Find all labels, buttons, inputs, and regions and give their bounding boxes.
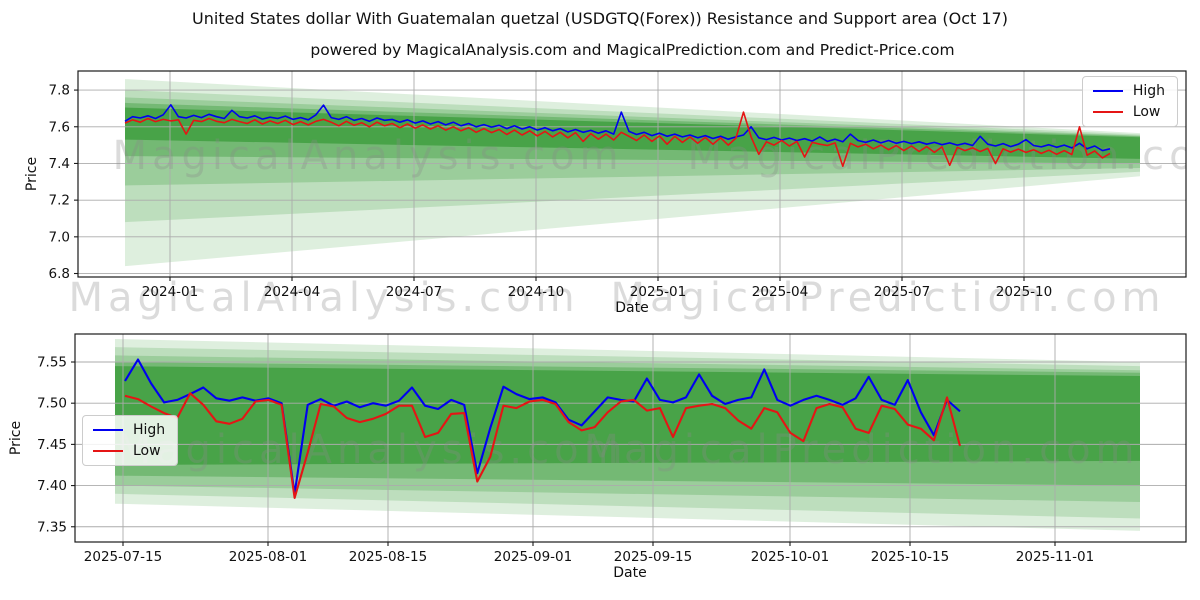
high-line: [124, 104, 1111, 152]
x-axis-label: Date: [613, 565, 646, 581]
watermark-text: MagicalAnalysis.com: [116, 427, 627, 473]
x-axis-label: Date: [615, 300, 648, 316]
watermark-text: MagicalPrediction.com: [611, 275, 1166, 321]
legend-low-label: Low: [133, 443, 161, 459]
y-tick-label: 7.45: [37, 437, 67, 453]
y-tick-label: 7.2: [49, 193, 70, 209]
forecast-band: [115, 355, 1140, 503]
forecast-band: [115, 338, 1140, 531]
x-tick-label: 2025-08-01: [229, 549, 307, 565]
x-tick-label: 2025-10: [996, 284, 1052, 300]
figure-subtitle: powered by MagicalAnalysis.com and Magic…: [310, 41, 955, 59]
x-tick-label: 2024-04: [264, 284, 320, 300]
legend-high-label: High: [133, 422, 166, 438]
legend-item-low: Low: [93, 444, 165, 458]
low-line-swatch-icon: [1092, 111, 1123, 113]
high-line: [124, 358, 961, 495]
legend-bottom-chart[interactable]: High Low: [82, 415, 179, 466]
forecast-band: [115, 366, 1140, 465]
low-line: [124, 392, 962, 499]
x-tick-label: 2024-07: [386, 284, 442, 300]
x-tick-label: 2025-04: [752, 284, 808, 300]
legend-item-high: High: [93, 423, 165, 437]
watermark-text: MagicalPrediction.com: [585, 427, 1140, 473]
y-axis-label: Price: [24, 157, 40, 191]
y-tick-label: 7.35: [37, 519, 67, 535]
legend-item-low: Low: [1092, 104, 1165, 120]
watermark-text: MagicalPrediction.com: [688, 133, 1200, 179]
y-axis-label: Price: [8, 421, 24, 455]
y-tick-label: 7.55: [37, 355, 67, 371]
forecast-band: [115, 347, 1140, 519]
x-tick-label: 2025-10-15: [871, 549, 949, 565]
figure-title: United States dollar With Guatemalan que…: [192, 9, 1008, 28]
watermark-text: MagicalAnalysis.com: [112, 133, 623, 179]
x-tick-label: 2024-10: [508, 284, 564, 300]
top-chart-area: MagicalAnalysis.com MagicalPrediction.com: [78, 71, 1200, 277]
x-tick-label: 2025-08-15: [349, 549, 427, 565]
forecast-band: [115, 362, 1140, 486]
y-tick-label: 7.50: [37, 396, 67, 412]
high-line-swatch-icon: [93, 429, 123, 431]
x-tick-label: 2025-07-15: [84, 549, 162, 565]
forecast-band: [125, 79, 1140, 267]
axes-frame: [74, 333, 1187, 543]
x-tick-label: 2025-09-01: [494, 549, 572, 565]
x-tick-label: 2024-01: [142, 284, 198, 300]
x-tick-label: 2025-11-01: [1016, 549, 1094, 565]
legend-top-chart[interactable]: High Low: [1081, 76, 1178, 127]
axes-frame: [77, 70, 1187, 278]
x-tick-label: 2025-07: [874, 284, 930, 300]
x-tick-label: 2025-01: [630, 284, 686, 300]
low-line: [124, 111, 1111, 167]
y-tick-label: 7.40: [37, 478, 67, 494]
x-tick-label: 2025-10-01: [751, 549, 829, 565]
legend-high-label: High: [1132, 83, 1165, 99]
x-tick-label: 2025-09-15: [614, 549, 692, 565]
legend-item-high: High: [1092, 83, 1165, 99]
watermark-text: MagicalAnalysis.com: [68, 275, 579, 321]
high-line-swatch-icon: [1092, 90, 1123, 92]
y-tick-label: 7.4: [49, 156, 70, 172]
y-tick-label: 7.0: [49, 229, 70, 245]
low-line-swatch-icon: [93, 450, 123, 452]
y-tick-label: 6.8: [49, 266, 70, 282]
legend-low-label: Low: [1132, 104, 1161, 120]
y-tick-label: 7.8: [49, 83, 70, 99]
y-tick-label: 7.6: [49, 119, 70, 135]
